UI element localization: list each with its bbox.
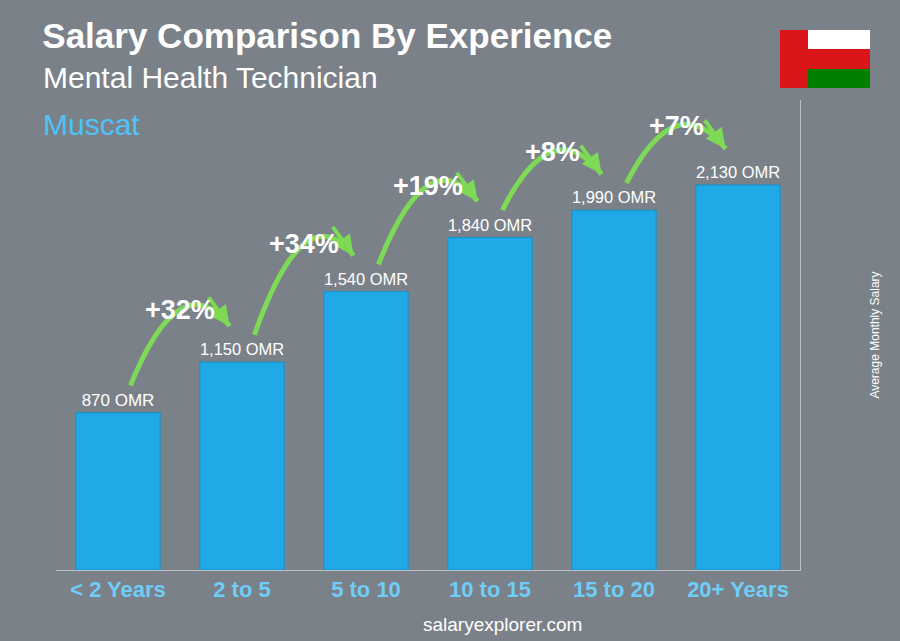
svg-text:+19%: +19%: [393, 171, 463, 201]
svg-text:5 to 10: 5 to 10: [331, 577, 401, 602]
svg-text:20+ Years: 20+ Years: [687, 577, 789, 602]
svg-text:Average Monthly Salary: Average Monthly Salary: [868, 271, 882, 398]
svg-text:+34%: +34%: [269, 229, 339, 259]
svg-text:+8%: +8%: [525, 137, 580, 167]
svg-text:Salary Comparison By Experienc: Salary Comparison By Experience: [42, 16, 612, 55]
svg-text:Muscat: Muscat: [43, 108, 140, 141]
svg-text:10 to 15: 10 to 15: [449, 577, 531, 602]
svg-text:+32%: +32%: [145, 295, 215, 325]
svg-text:1,990 OMR: 1,990 OMR: [572, 188, 656, 206]
svg-text:salaryexplorer.com: salaryexplorer.com: [423, 614, 582, 635]
svg-text:1,540 OMR: 1,540 OMR: [324, 270, 408, 288]
svg-text:2 to 5: 2 to 5: [213, 577, 270, 602]
svg-text:1,150 OMR: 1,150 OMR: [200, 340, 284, 358]
svg-text:< 2 Years: < 2 Years: [70, 577, 166, 602]
svg-text:1,840 OMR: 1,840 OMR: [448, 216, 532, 234]
svg-text:+7%: +7%: [649, 111, 704, 141]
svg-text:870 OMR: 870 OMR: [82, 391, 155, 410]
svg-text:2,130 OMR: 2,130 OMR: [696, 163, 780, 181]
svg-text:15 to 20: 15 to 20: [573, 577, 655, 602]
svg-text:Mental Health Technician: Mental Health Technician: [43, 61, 378, 94]
